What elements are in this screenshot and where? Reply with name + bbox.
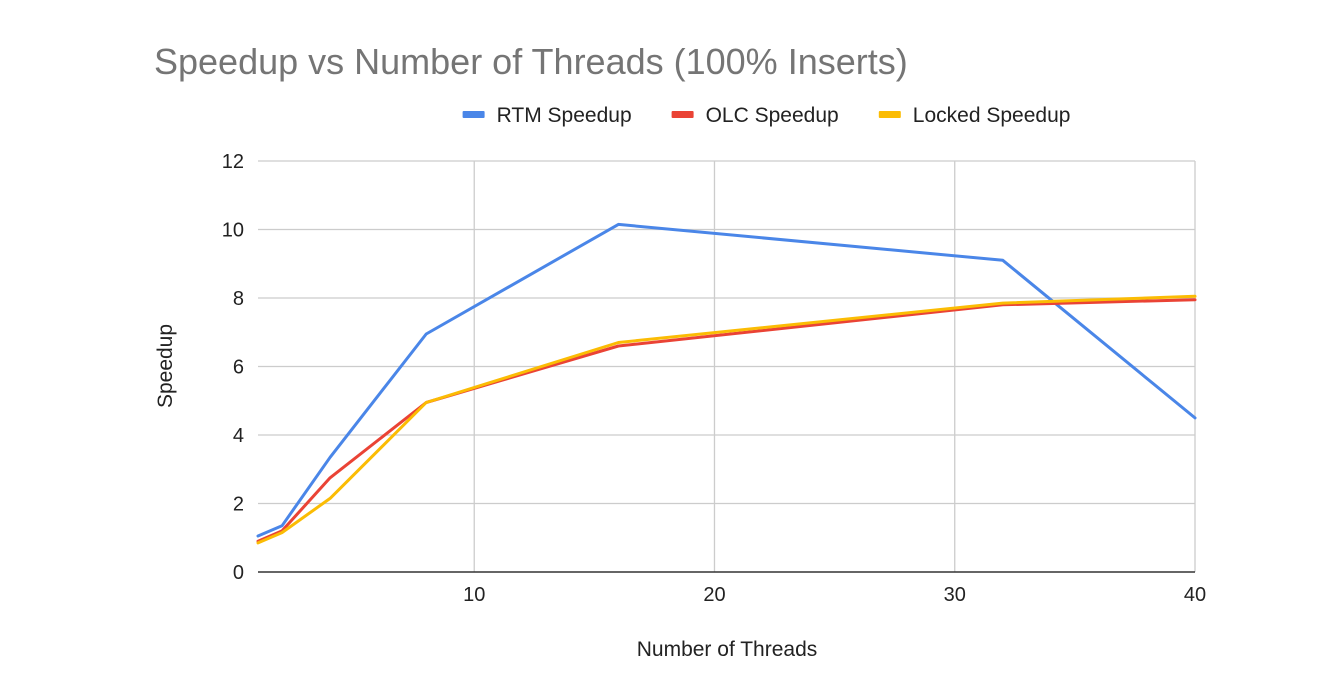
series-line-olc-speedup xyxy=(256,298,1197,543)
y-tick-label: 4 xyxy=(233,425,244,447)
y-tick-label: 8 xyxy=(233,288,244,310)
series-lines xyxy=(256,222,1197,545)
legend-swatch xyxy=(462,111,485,118)
y-axis-ticks: 0 2 4 6 8 10 12 xyxy=(222,151,244,584)
legend-swatch xyxy=(878,111,901,118)
chart-title: Speedup vs Number of Threads (100% Inser… xyxy=(154,41,908,82)
y-tick-label: 10 xyxy=(222,220,244,242)
x-tick-label: 30 xyxy=(944,584,966,606)
y-tick-label: 12 xyxy=(222,151,244,173)
legend-item: Locked Speedup xyxy=(878,104,1071,127)
y-axis-title: Speedup xyxy=(154,324,177,408)
legend: RTM Speedup OLC Speedup Locked Speedup xyxy=(462,104,1071,127)
y-tick-label: 0 xyxy=(233,562,244,584)
legend-label: RTM Speedup xyxy=(497,104,632,127)
x-tick-label: 20 xyxy=(703,584,725,606)
x-tick-label: 10 xyxy=(463,584,485,606)
series-line-locked-speedup xyxy=(256,294,1197,545)
legend-item: RTM Speedup xyxy=(462,104,632,127)
x-tick-label: 40 xyxy=(1184,584,1206,606)
y-tick-label: 2 xyxy=(233,494,244,516)
gridlines xyxy=(258,160,1196,573)
series-line-rtm-speedup xyxy=(256,222,1197,538)
x-axis-title: Number of Threads xyxy=(637,638,818,661)
legend-swatch xyxy=(671,111,694,118)
legend-label: OLC Speedup xyxy=(706,104,839,127)
legend-item: OLC Speedup xyxy=(671,104,839,127)
y-tick-label: 6 xyxy=(233,357,244,379)
legend-label: Locked Speedup xyxy=(913,104,1071,127)
x-axis-ticks: 10 20 30 40 xyxy=(463,584,1206,606)
